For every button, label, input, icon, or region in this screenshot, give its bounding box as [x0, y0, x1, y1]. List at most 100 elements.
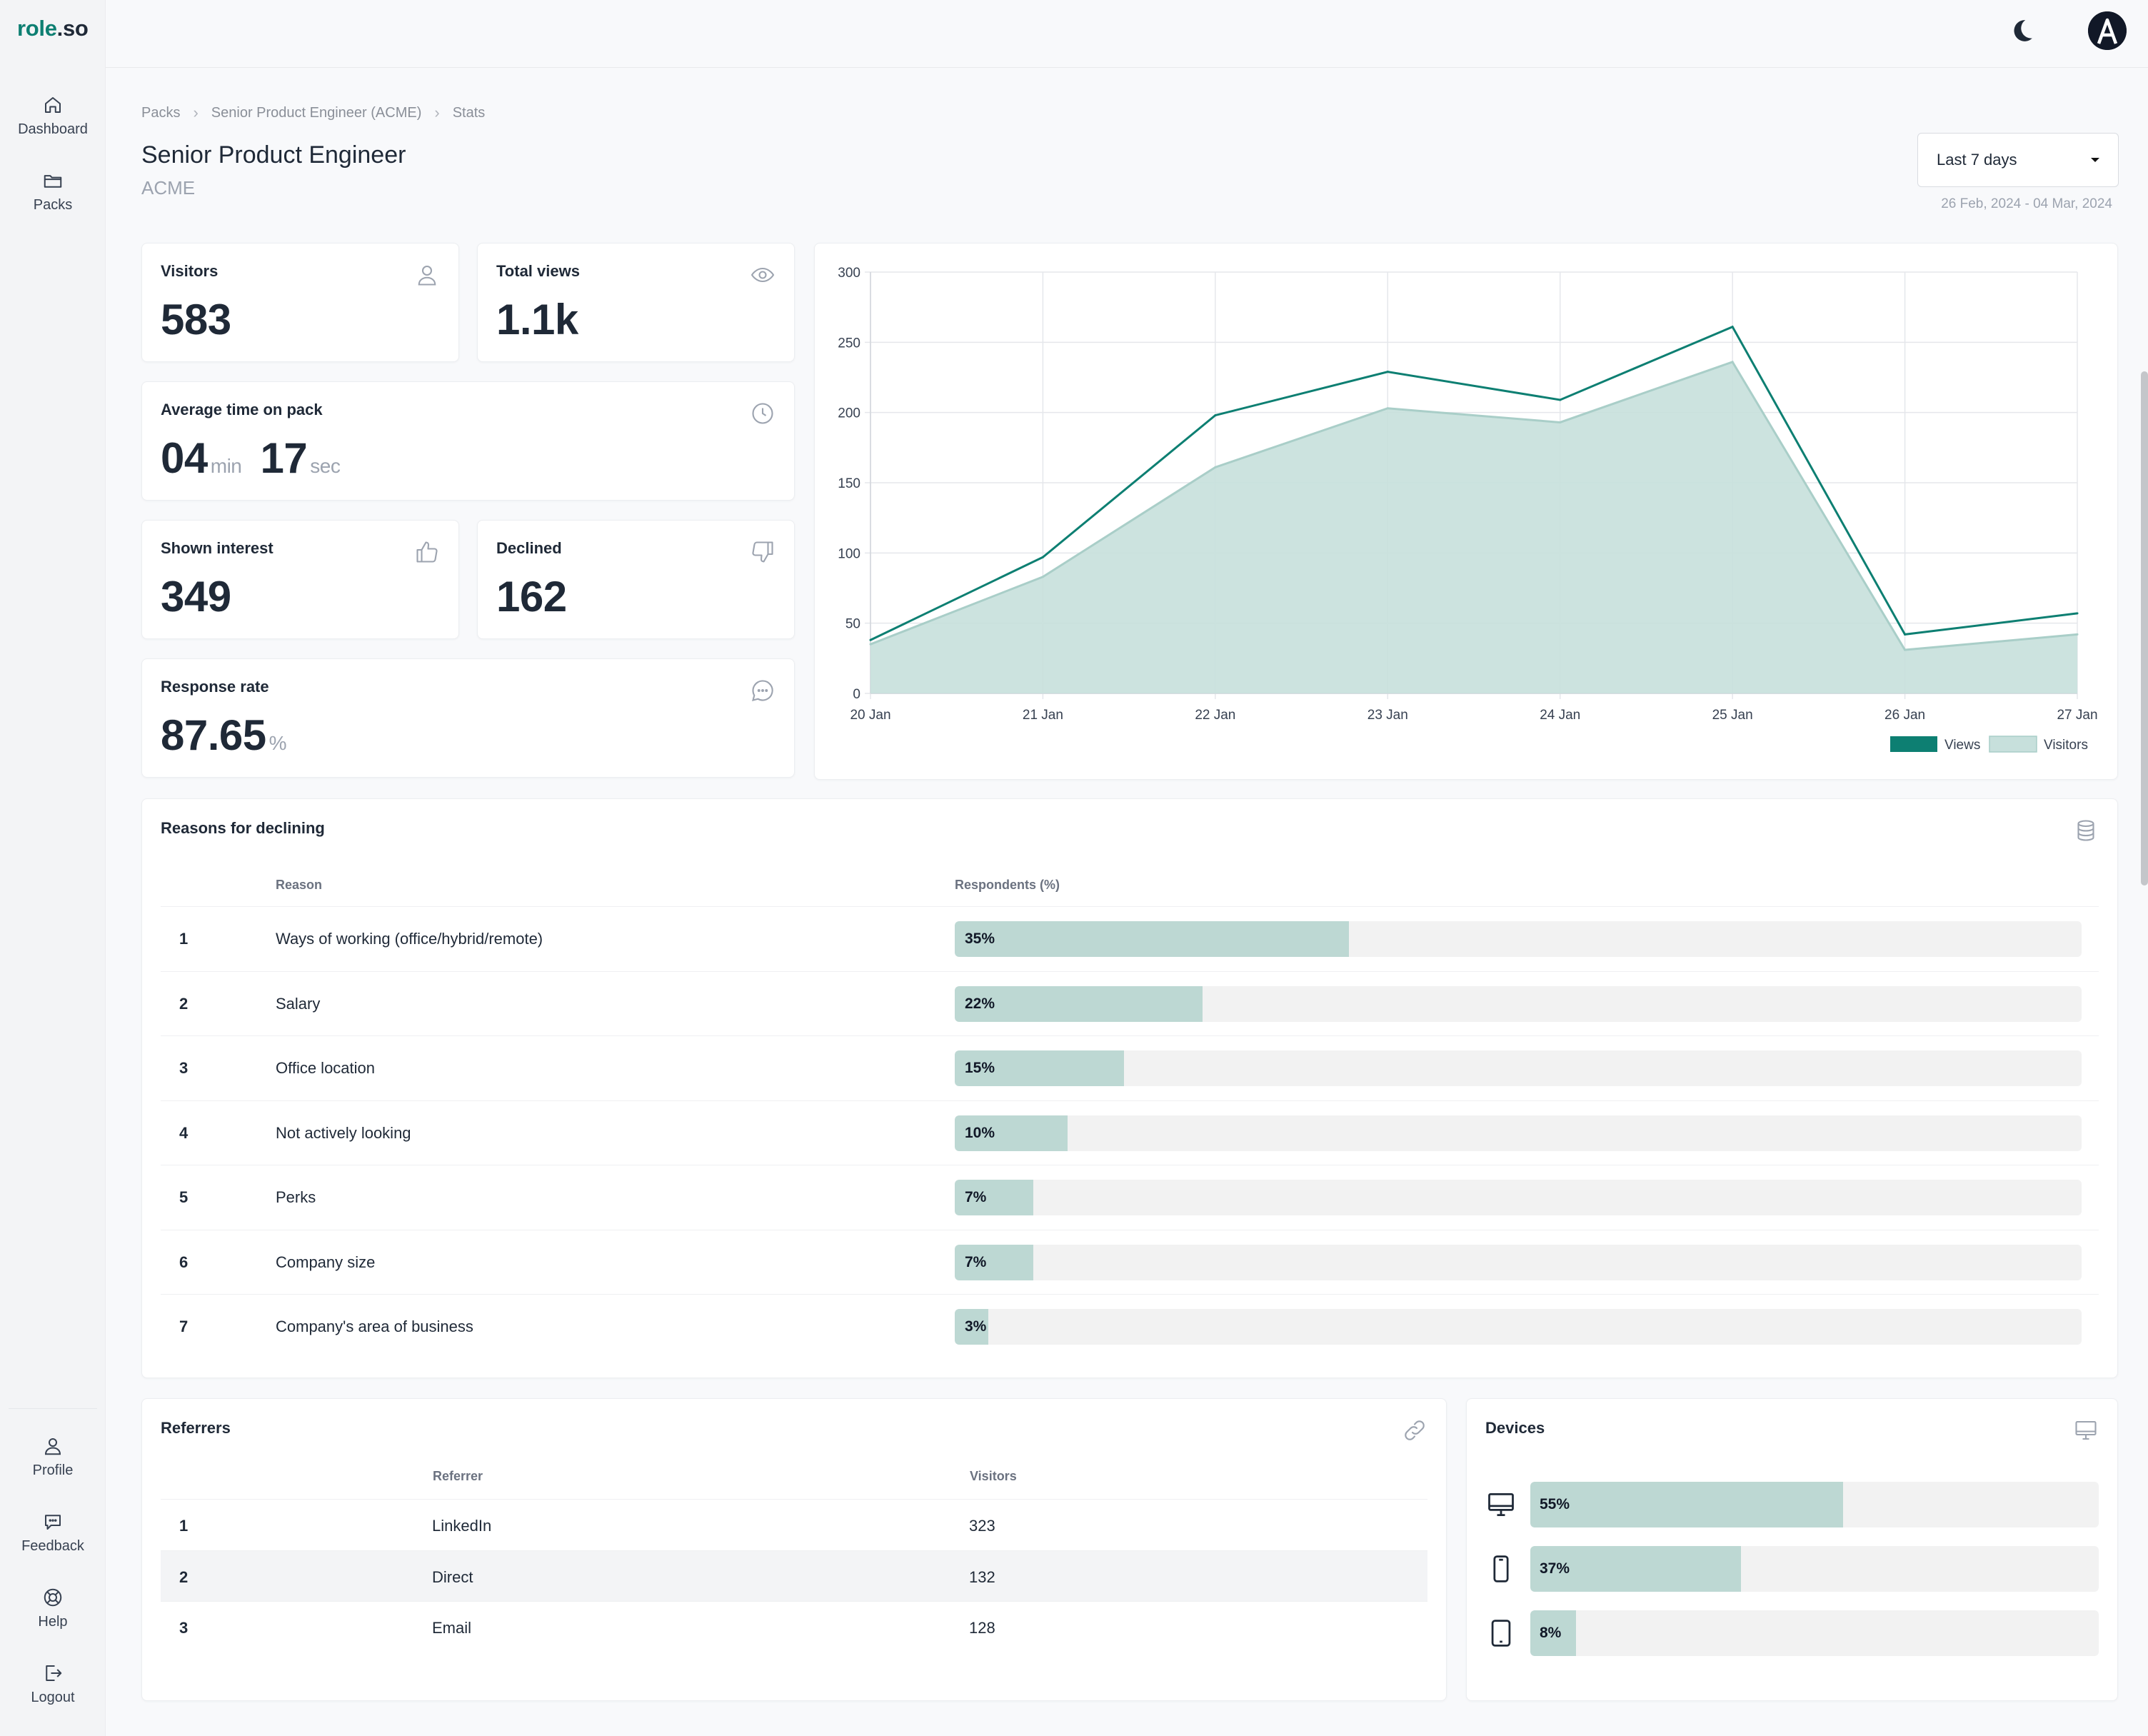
lifebuoy-icon: [44, 1588, 62, 1607]
stat-label: Response rate: [161, 678, 269, 696]
views-point: [2076, 612, 2079, 615]
table-row: 7 Company's area of business 3%: [161, 1294, 2099, 1358]
respondents-percent: 3%: [965, 1318, 987, 1335]
visitors-point: [2076, 633, 2079, 636]
row-number: 5: [179, 1188, 189, 1206]
sidebar-item-label: Profile: [32, 1462, 74, 1478]
referrer-visitors: 128: [969, 1619, 995, 1637]
stat-card-shown-interest: Shown interest 349: [141, 520, 459, 639]
y-tick-label: 100: [838, 546, 860, 561]
legend-swatch-visitors: [1989, 736, 2037, 753]
caret-down-icon: [2091, 158, 2099, 162]
clock-icon: [752, 403, 773, 424]
sidebar-item-label: Dashboard: [18, 121, 88, 137]
legend-label-views: Views: [1944, 738, 1980, 753]
scrollbar[interactable]: [2141, 371, 2148, 885]
y-tick-label: 0: [853, 687, 860, 702]
reason-text: Ways of working (office/hybrid/remote): [276, 930, 543, 948]
respondents-bar: 10%: [955, 1115, 2082, 1151]
mobile-icon: [1493, 1555, 1509, 1582]
reason-text: Company size: [276, 1253, 376, 1271]
table-row[interactable]: 3 Email 128: [161, 1601, 1427, 1652]
stat-value: 87.65%: [161, 711, 287, 760]
sidebar-item-packs[interactable]: Packs: [0, 170, 106, 214]
table-row[interactable]: 2 Direct 132: [161, 1550, 1427, 1601]
sidebar-item-logout[interactable]: Logout: [0, 1662, 106, 1706]
x-tick-label: 22 Jan: [1195, 708, 1235, 723]
column-header-reason: Reason: [276, 878, 323, 892]
row-number: 2: [179, 994, 189, 1013]
visitors-point: [1731, 361, 1734, 363]
breadcrumb: Packs › Senior Product Engineer (ACME) ›…: [141, 104, 485, 122]
reason-text: Office location: [276, 1059, 376, 1077]
stat-label: Declined: [496, 539, 562, 557]
table-row: 2 Salary 22%: [161, 970, 2099, 1035]
row-number: 1: [179, 1517, 189, 1535]
tablet-icon: [1491, 1620, 1511, 1647]
views-point: [1214, 414, 1217, 417]
stat-unit: %: [268, 732, 287, 754]
y-tick-label: 200: [838, 406, 860, 421]
visitors-point: [869, 643, 872, 646]
table-row: 4 Not actively looking 10%: [161, 1100, 2099, 1165]
folder-icon: [44, 175, 62, 188]
breadcrumb-packs[interactable]: Packs: [141, 104, 181, 121]
device-row: 55%: [1485, 1482, 2099, 1527]
table-row: 6 Company size 7%: [161, 1229, 2099, 1294]
logo[interactable]: role.so: [17, 16, 89, 41]
device-bar: 37%: [1530, 1546, 2099, 1592]
stat-value: 162: [496, 573, 567, 621]
desktop-icon: [1488, 1492, 1514, 1517]
stat-number: 87.65: [161, 711, 266, 759]
x-tick-label: 24 Jan: [1540, 708, 1580, 723]
table-row: 1 Ways of working (office/hybrid/remote) 3…: [161, 906, 2099, 970]
date-range-select[interactable]: Last 7 days: [1917, 133, 2119, 187]
stat-label: Visitors: [161, 262, 219, 280]
visitors-point: [1386, 407, 1389, 410]
column-header-referrer: Referrer: [433, 1469, 483, 1483]
logout-icon: [46, 1665, 62, 1681]
row-number: 6: [179, 1253, 189, 1271]
views-point: [1731, 326, 1734, 328]
views-point: [1386, 371, 1389, 373]
visitors-line: [870, 361, 2078, 651]
table-row[interactable]: 1 LinkedIn 323: [161, 1499, 1427, 1550]
row-number: 3: [179, 1619, 189, 1637]
device-bar-fill: [1530, 1546, 1741, 1592]
views-line: [870, 325, 2078, 641]
home-icon: [45, 97, 61, 113]
device-bar-fill: [1530, 1482, 1843, 1527]
moon-icon[interactable]: [2007, 16, 2037, 46]
breadcrumb-stats: Stats: [452, 104, 486, 121]
database-icon: [2077, 820, 2094, 841]
user-icon: [44, 1438, 61, 1455]
respondents-bar: 35%: [955, 921, 2082, 957]
sidebar-item-dashboard[interactable]: Dashboard: [0, 94, 106, 138]
referrers-card: Referrers Referrer Visitors 1 LinkedIn 323…: [141, 1398, 1447, 1701]
referrer-name: Email: [432, 1619, 472, 1637]
x-tick-label: 20 Jan: [850, 708, 890, 723]
stat-label: Average time on pack: [161, 401, 323, 418]
thumbs-down-icon: [752, 541, 773, 563]
stat-label: Total views: [496, 262, 580, 280]
section-title: Referrers: [161, 1419, 231, 1437]
device-percent: 8%: [1540, 1625, 1562, 1641]
date-range-value: Last 7 days: [1937, 151, 2017, 169]
views-point: [869, 638, 872, 641]
user-icon: [418, 265, 436, 286]
chevron-right-icon: ›: [434, 104, 440, 121]
sidebar-item-help[interactable]: Help: [0, 1587, 106, 1630]
sidebar-item-feedback[interactable]: Feedback: [0, 1511, 106, 1555]
sidebar-item-profile[interactable]: Profile: [0, 1435, 106, 1479]
eye-icon: [751, 267, 775, 283]
respondents-bar: 7%: [955, 1180, 2082, 1215]
respondents-bar-fill: [955, 1050, 1124, 1086]
breadcrumb-pack[interactable]: Senior Product Engineer (ACME): [211, 104, 422, 121]
page-subtitle: ACME: [141, 177, 196, 199]
referrer-name: Direct: [432, 1567, 473, 1586]
stat-card-declined: Declined 162: [477, 520, 795, 639]
y-tick-label: 50: [845, 617, 860, 632]
stat-label: Shown interest: [161, 539, 273, 557]
avatar-icon[interactable]: [2088, 11, 2127, 50]
y-tick-label: 300: [838, 266, 860, 281]
